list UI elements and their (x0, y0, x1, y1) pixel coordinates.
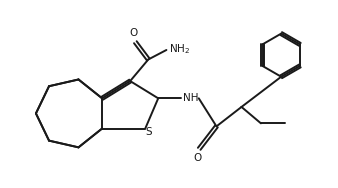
Text: O: O (193, 153, 201, 163)
Text: O: O (129, 28, 138, 38)
Text: S: S (145, 127, 152, 137)
Text: NH$_2$: NH$_2$ (169, 43, 191, 56)
Text: NH: NH (183, 93, 199, 103)
